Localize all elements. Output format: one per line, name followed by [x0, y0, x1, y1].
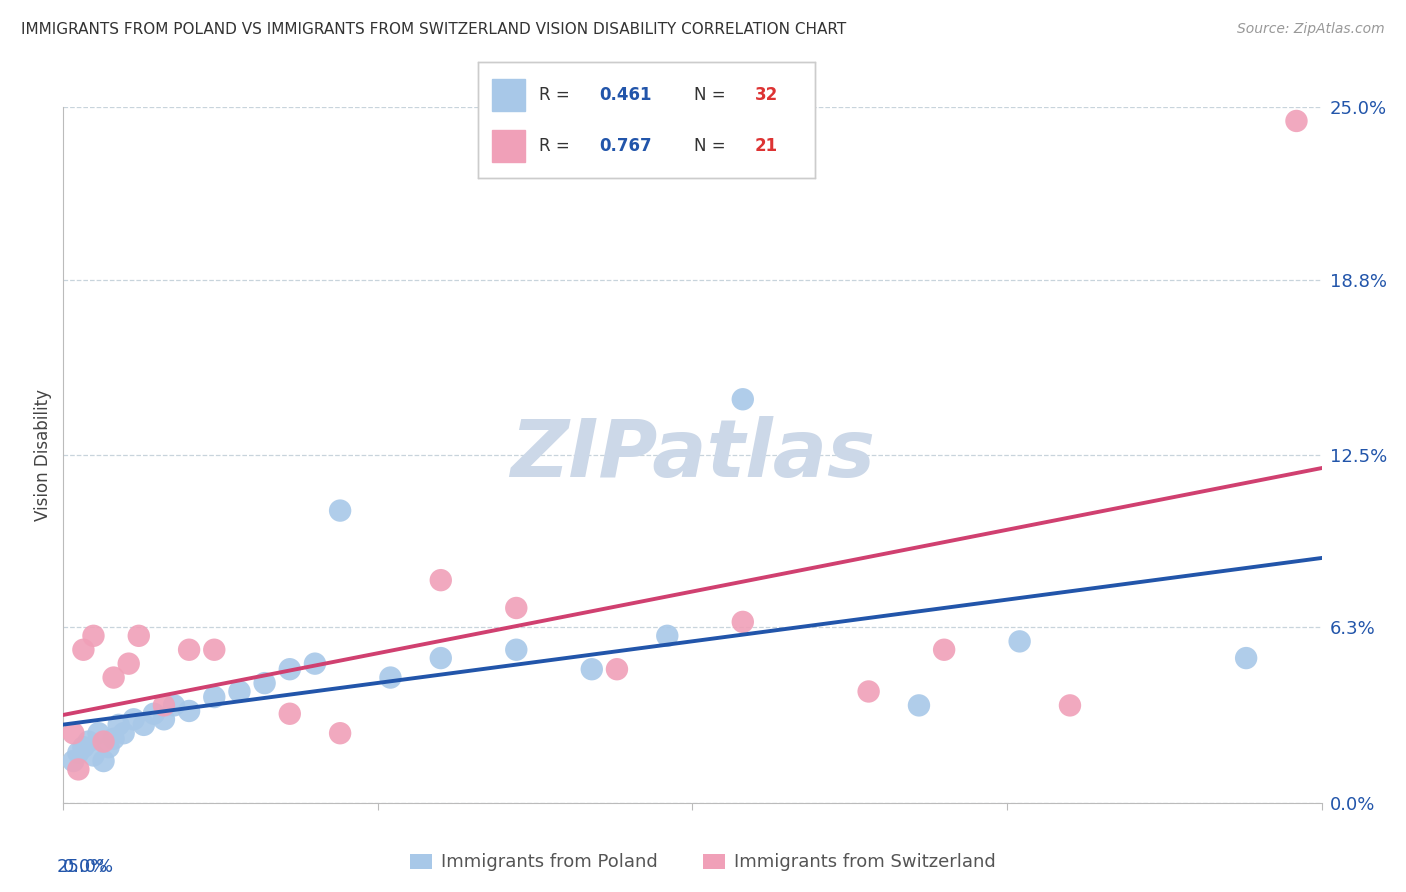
Text: 25.0%: 25.0%	[56, 858, 114, 877]
Point	[581, 662, 603, 676]
Point	[304, 657, 326, 671]
Text: 32: 32	[755, 86, 778, 103]
Point	[657, 629, 679, 643]
Point	[430, 573, 453, 587]
Text: N =: N =	[695, 86, 731, 103]
Text: R =: R =	[538, 137, 575, 155]
Point	[380, 671, 402, 685]
Point	[118, 657, 141, 671]
Point	[62, 754, 84, 768]
Point	[122, 712, 145, 726]
Point	[228, 684, 250, 698]
Point	[128, 629, 150, 643]
Text: IMMIGRANTS FROM POLAND VS IMMIGRANTS FROM SWITZERLAND VISION DISABILITY CORRELAT: IMMIGRANTS FROM POLAND VS IMMIGRANTS FRO…	[21, 22, 846, 37]
Point	[72, 740, 94, 755]
Point	[153, 712, 176, 726]
Point	[163, 698, 186, 713]
Text: 0.461: 0.461	[599, 86, 652, 103]
Point	[1234, 651, 1257, 665]
Point	[329, 503, 352, 517]
Point	[67, 746, 90, 760]
Bar	[492, 78, 526, 112]
Point	[103, 731, 125, 746]
Bar	[492, 129, 526, 162]
Point	[142, 706, 165, 721]
Text: R =: R =	[538, 86, 575, 103]
Point	[132, 718, 155, 732]
Point	[103, 671, 125, 685]
Point	[278, 662, 301, 676]
Text: 0.0%: 0.0%	[63, 858, 108, 877]
Point	[934, 642, 956, 657]
Point	[278, 706, 301, 721]
Point	[179, 704, 201, 718]
Point	[430, 651, 453, 665]
Point	[87, 726, 110, 740]
Point	[93, 754, 115, 768]
Point	[202, 642, 225, 657]
Point	[505, 642, 527, 657]
Point	[1008, 634, 1031, 648]
Point	[107, 718, 129, 732]
Point	[67, 763, 90, 777]
Point	[179, 642, 201, 657]
Y-axis label: Vision Disability: Vision Disability	[34, 389, 52, 521]
Text: Source: ZipAtlas.com: Source: ZipAtlas.com	[1237, 22, 1385, 37]
Text: 21: 21	[755, 137, 778, 155]
Point	[731, 392, 754, 407]
Point	[153, 698, 176, 713]
Point	[72, 642, 94, 657]
Point	[858, 684, 880, 698]
Point	[82, 748, 104, 763]
Point	[253, 676, 276, 690]
Point	[908, 698, 931, 713]
Legend: Immigrants from Poland, Immigrants from Switzerland: Immigrants from Poland, Immigrants from …	[404, 847, 1002, 879]
Point	[1285, 114, 1308, 128]
Point	[93, 734, 115, 748]
Point	[82, 629, 104, 643]
Text: ZIPatlas: ZIPatlas	[510, 416, 875, 494]
Point	[731, 615, 754, 629]
Point	[97, 740, 120, 755]
Point	[505, 601, 527, 615]
Point	[329, 726, 352, 740]
Point	[202, 690, 225, 704]
Text: 0.767: 0.767	[599, 137, 652, 155]
Point	[112, 726, 135, 740]
Text: N =: N =	[695, 137, 731, 155]
Point	[77, 734, 100, 748]
Point	[62, 726, 84, 740]
Point	[1059, 698, 1081, 713]
Point	[606, 662, 628, 676]
